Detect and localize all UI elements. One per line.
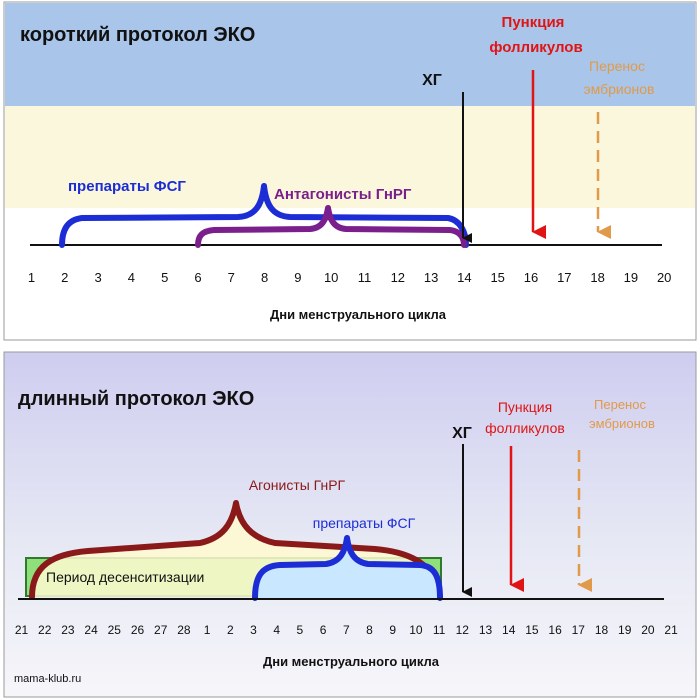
short-tick-label: 2 bbox=[61, 270, 68, 285]
long-tick-label: 10 bbox=[409, 623, 423, 637]
short-tick-label: 13 bbox=[424, 270, 438, 285]
long-tick-label: 12 bbox=[456, 623, 470, 637]
desensitization-label: Период десенситизации bbox=[46, 569, 204, 585]
agonists-label: Агонисты ГнРГ bbox=[249, 477, 346, 493]
short-fsh-bracket bbox=[59, 183, 469, 248]
long-tick-label: 4 bbox=[273, 623, 280, 637]
long-tick-label: 3 bbox=[250, 623, 257, 637]
long-axis-ticks: 21 22 23 24 25 26 27 28 1 2 3 4 5 6 7 8 9 10 11 12 13 14 15 16 1… bbox=[15, 623, 678, 637]
short-antagonists-label: Антагонисты ГнРГ bbox=[274, 186, 412, 203]
long-tick-label: 24 bbox=[84, 623, 98, 637]
long-tick-label: 9 bbox=[389, 623, 396, 637]
agonists-bracket bbox=[29, 500, 443, 600]
long-fsh-bracket bbox=[252, 535, 443, 601]
short-tick-label: 12 bbox=[391, 270, 405, 285]
short-tick-label: 4 bbox=[128, 270, 135, 285]
short-tick-label: 3 bbox=[94, 270, 101, 285]
site-label: mama-klub.ru bbox=[14, 673, 81, 685]
long-puncture-label-1: Пункция bbox=[498, 399, 552, 415]
short-tick-label: 19 bbox=[624, 270, 638, 285]
short-tick-label: 6 bbox=[194, 270, 201, 285]
short-tick-label: 1 bbox=[28, 270, 35, 285]
short-tick-label: 20 bbox=[657, 270, 671, 285]
long-tick-label: 27 bbox=[154, 623, 168, 637]
short-tick-label: 17 bbox=[557, 270, 571, 285]
short-fsh-label: препараты ФСГ bbox=[68, 178, 186, 195]
long-tick-label: 2 bbox=[227, 623, 234, 637]
long-tick-label: 23 bbox=[61, 623, 75, 637]
long-hcg-label: ХГ bbox=[452, 425, 472, 442]
long-tick-label: 25 bbox=[108, 623, 122, 637]
long-tick-label: 16 bbox=[548, 623, 562, 637]
short-transfer-label-1: Перенос bbox=[589, 58, 645, 74]
long-tick-label: 22 bbox=[38, 623, 52, 637]
long-transfer-label-2: эмбрионов bbox=[589, 416, 655, 431]
short-hcg-label: ХГ bbox=[422, 72, 442, 89]
short-tick-label: 16 bbox=[524, 270, 538, 285]
long-tick-label: 13 bbox=[479, 623, 493, 637]
long-tick-label: 19 bbox=[618, 623, 632, 637]
long-tick-label: 21 bbox=[664, 623, 678, 637]
long-tick-label: 28 bbox=[177, 623, 191, 637]
short-antagonists-bracket bbox=[195, 205, 467, 248]
short-cream-band bbox=[5, 106, 695, 208]
short-tick-label: 9 bbox=[294, 270, 301, 285]
short-tick-label: 8 bbox=[261, 270, 268, 285]
long-tick-label: 8 bbox=[366, 623, 373, 637]
long-protocol-panel: длинный протокол ЭКО Агонисты ГнРГ препа… bbox=[3, 351, 697, 698]
long-tick-label: 7 bbox=[343, 623, 350, 637]
short-puncture-label-2: фолликулов bbox=[489, 39, 582, 56]
short-protocol-panel: короткий протокол ЭКО 1 2 3 4 5 6 7 8 9 10 11 12 13 1… bbox=[3, 1, 697, 341]
short-title-band bbox=[5, 3, 695, 106]
long-tick-label: 15 bbox=[525, 623, 539, 637]
short-tick-label: 11 bbox=[358, 270, 372, 285]
long-tick-label: 18 bbox=[595, 623, 609, 637]
short-tick-label: 7 bbox=[228, 270, 235, 285]
short-puncture-label-1: Пункция bbox=[502, 14, 565, 31]
long-axis-title: Дни менструального цикла bbox=[263, 654, 440, 669]
short-tick-label: 5 bbox=[161, 270, 168, 285]
short-tick-label: 15 bbox=[490, 270, 504, 285]
long-panel-frame bbox=[3, 351, 697, 698]
short-tick-label: 18 bbox=[590, 270, 604, 285]
long-tick-label: 26 bbox=[131, 623, 145, 637]
long-tick-label: 11 bbox=[433, 623, 446, 637]
long-tick-label: 5 bbox=[297, 623, 304, 637]
long-tick-label: 20 bbox=[641, 623, 655, 637]
long-protocol-title: длинный протокол ЭКО bbox=[18, 388, 254, 410]
short-tick-label: 14 bbox=[457, 270, 471, 285]
long-tick-label: 21 bbox=[15, 623, 29, 637]
short-axis-title: Дни менструального цикла bbox=[270, 307, 447, 322]
long-transfer-label-1: Перенос bbox=[594, 397, 646, 412]
long-tick-label: 1 bbox=[204, 623, 211, 637]
long-fsh-label: препараты ФСГ bbox=[313, 515, 416, 531]
long-tick-label: 17 bbox=[572, 623, 586, 637]
short-protocol-title: короткий протокол ЭКО bbox=[20, 24, 255, 46]
long-puncture-label-2: фолликулов bbox=[485, 420, 565, 436]
short-axis-ticks: 1 2 3 4 5 6 7 8 9 10 11 12 13 14 15 16 17 18 19 20 bbox=[28, 270, 672, 285]
short-tick-label: 10 bbox=[324, 270, 338, 285]
long-tick-label: 14 bbox=[502, 623, 516, 637]
short-transfer-label-2: эмбрионов bbox=[584, 81, 655, 97]
long-tick-label: 6 bbox=[320, 623, 327, 637]
long-fsh-fill bbox=[255, 538, 440, 598]
